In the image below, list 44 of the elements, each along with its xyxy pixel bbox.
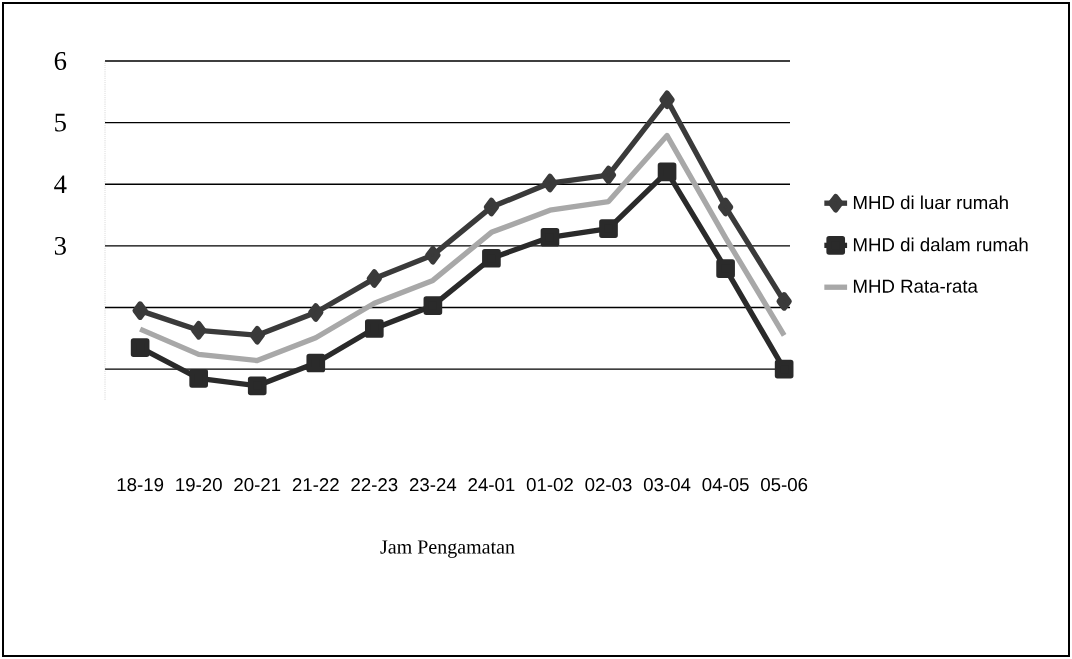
- y-tick-label: 5: [55, 113, 66, 132]
- point: [717, 197, 734, 217]
- point: [423, 296, 443, 316]
- point: [716, 259, 735, 279]
- point: [482, 248, 501, 268]
- point: [776, 292, 792, 311]
- x-tick-label: 20-21: [234, 478, 281, 492]
- point: [774, 359, 794, 379]
- x-tick-label: 23-24: [409, 478, 457, 492]
- legend-label: MHD di luar rumah: [853, 195, 1008, 210]
- x-tick-label: 03-04: [643, 478, 691, 492]
- y-tick-label: 3: [54, 236, 66, 255]
- point: [249, 325, 265, 345]
- point: [364, 319, 384, 338]
- point: [483, 197, 500, 217]
- point: [659, 90, 675, 110]
- point: [657, 162, 677, 182]
- point: [425, 245, 441, 265]
- legend-label: MHD Rata-rata: [853, 279, 978, 293]
- point: [366, 269, 382, 288]
- x-axis-title: Jam Pengamatan: [380, 540, 515, 558]
- point: [308, 303, 324, 322]
- x-tick-label: 19-20: [176, 478, 222, 492]
- x-tick-label: 21-22: [292, 478, 339, 492]
- point: [306, 353, 326, 373]
- x-tick-label: 22-23: [351, 478, 398, 492]
- point: [130, 338, 150, 357]
- x-tick-label: 02-03: [585, 478, 632, 492]
- point: [132, 301, 148, 320]
- point: [191, 321, 207, 340]
- y-tick-label: 6: [54, 52, 67, 70]
- point: [189, 369, 209, 388]
- y-tick-label: 4: [54, 175, 67, 194]
- x-tick-label: 18-19: [117, 478, 164, 492]
- x-tick-label: 01-02: [526, 478, 573, 492]
- point: [247, 376, 267, 396]
- legend-label: MHD di dalam rumah: [853, 237, 1028, 252]
- point: [600, 165, 617, 185]
- point: [542, 173, 558, 193]
- point: [540, 227, 560, 247]
- x-tick-label: 24-01: [468, 478, 515, 492]
- x-tick-label: 05-06: [761, 478, 808, 492]
- x-tick-label: 04-05: [702, 478, 749, 492]
- point: [599, 219, 618, 238]
